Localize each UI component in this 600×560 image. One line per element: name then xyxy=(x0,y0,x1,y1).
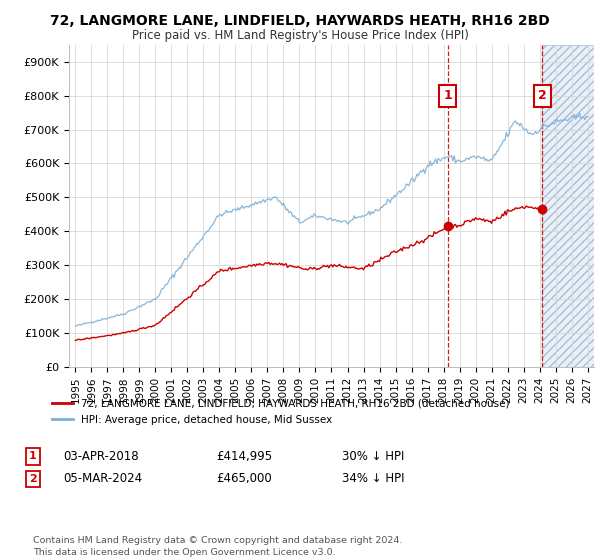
Bar xyxy=(542,45,594,367)
Text: 05-MAR-2024: 05-MAR-2024 xyxy=(63,472,142,486)
Text: 03-APR-2018: 03-APR-2018 xyxy=(63,450,139,463)
Text: £465,000: £465,000 xyxy=(216,472,272,486)
Text: Price paid vs. HM Land Registry's House Price Index (HPI): Price paid vs. HM Land Registry's House … xyxy=(131,29,469,42)
Text: 1: 1 xyxy=(29,451,37,461)
Text: 72, LANGMORE LANE, LINDFIELD, HAYWARDS HEATH, RH16 2BD: 72, LANGMORE LANE, LINDFIELD, HAYWARDS H… xyxy=(50,14,550,28)
Text: Contains HM Land Registry data © Crown copyright and database right 2024.
This d: Contains HM Land Registry data © Crown c… xyxy=(33,536,403,557)
Text: 2: 2 xyxy=(538,89,547,102)
Text: 1: 1 xyxy=(443,89,452,102)
Text: £414,995: £414,995 xyxy=(216,450,272,463)
Legend: 72, LANGMORE LANE, LINDFIELD, HAYWARDS HEATH, RH16 2BD (detached house), HPI: Av: 72, LANGMORE LANE, LINDFIELD, HAYWARDS H… xyxy=(47,393,515,430)
Text: 30% ↓ HPI: 30% ↓ HPI xyxy=(342,450,404,463)
Text: 2: 2 xyxy=(29,474,37,484)
Bar xyxy=(542,45,594,367)
Text: 34% ↓ HPI: 34% ↓ HPI xyxy=(342,472,404,486)
